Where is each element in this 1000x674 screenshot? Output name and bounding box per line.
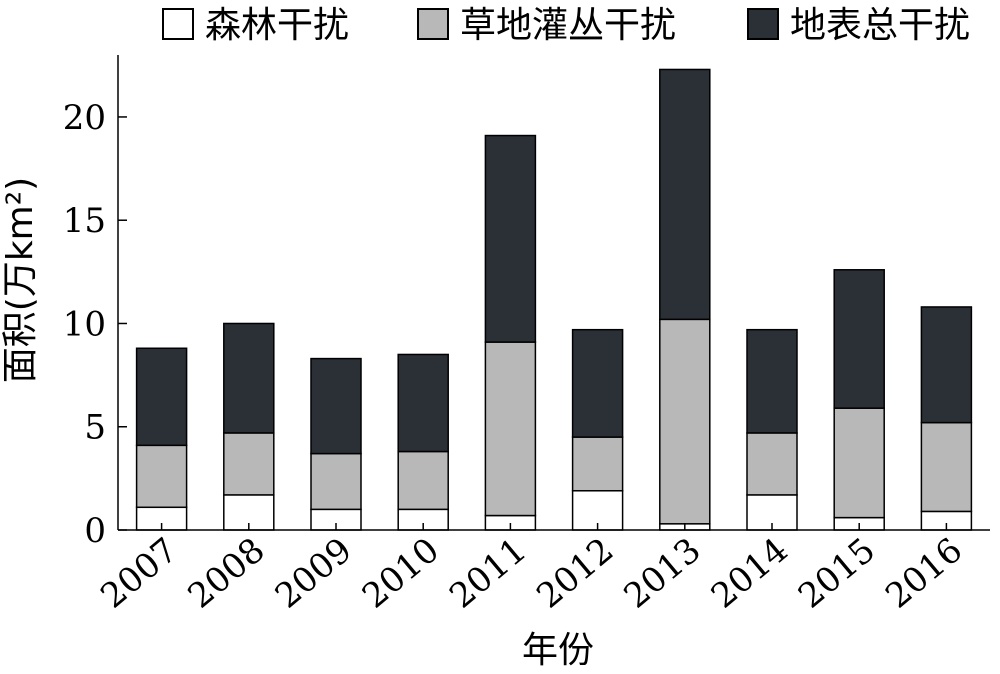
bar-segment bbox=[310, 452, 362, 511]
x-tick-label: 2010 bbox=[355, 530, 447, 616]
legend-item: 森林干扰 bbox=[162, 5, 349, 46]
y-tick-label: 0 bbox=[84, 511, 106, 551]
bar-segment bbox=[397, 450, 449, 511]
bar-segment bbox=[571, 328, 624, 438]
bar-segment bbox=[484, 134, 537, 343]
legend-label: 地表总干扰 bbox=[790, 5, 970, 46]
bar-segment bbox=[833, 407, 885, 519]
bar-segment bbox=[746, 432, 798, 496]
x-tick-label: 2015 bbox=[791, 530, 883, 616]
legend-swatch bbox=[417, 8, 449, 40]
y-tick-label: 20 bbox=[63, 98, 106, 138]
y-tick-label: 5 bbox=[84, 408, 106, 448]
bar-segment bbox=[746, 328, 798, 434]
x-tick-label: 2009 bbox=[268, 530, 360, 616]
bars bbox=[135, 68, 973, 531]
x-axis-title: 年份 bbox=[522, 630, 594, 671]
bar-segment bbox=[833, 269, 885, 409]
bar-segment bbox=[223, 322, 275, 434]
bar-segment bbox=[397, 353, 449, 453]
legend-label: 草地灌丛干扰 bbox=[460, 5, 676, 46]
x-tick-label: 2012 bbox=[529, 530, 621, 616]
x-tick-label: 2008 bbox=[181, 530, 273, 616]
bar-segment bbox=[659, 318, 711, 525]
legend-item: 草地灌丛干扰 bbox=[417, 5, 676, 46]
bar-segment bbox=[135, 347, 188, 447]
bar-segment bbox=[920, 421, 973, 513]
x-tick-label: 2016 bbox=[878, 530, 970, 616]
y-axis-title: 面积(万km²) bbox=[0, 177, 41, 383]
bar-segment bbox=[659, 68, 711, 321]
bar-segment bbox=[571, 436, 624, 492]
x-tick-label: 2014 bbox=[704, 530, 796, 616]
legend-swatch bbox=[747, 8, 779, 40]
bar-segment bbox=[135, 444, 188, 509]
x-tick-label: 2013 bbox=[617, 530, 709, 616]
legend-label: 森林干扰 bbox=[205, 5, 349, 46]
x-tick-label: 2007 bbox=[93, 530, 185, 616]
legend-item: 地表总干扰 bbox=[747, 5, 970, 46]
bar-segment bbox=[223, 432, 275, 496]
y-tick-label: 10 bbox=[63, 304, 106, 344]
bar-segment bbox=[310, 357, 362, 455]
bar-segment bbox=[484, 341, 537, 517]
x-tick-label: 2011 bbox=[442, 530, 534, 616]
bar-segment bbox=[920, 306, 973, 424]
y-tick-label: 15 bbox=[63, 201, 106, 241]
legend-swatch bbox=[162, 8, 194, 40]
legend: 森林干扰 草地灌丛干扰 地表总干扰 bbox=[162, 5, 970, 46]
